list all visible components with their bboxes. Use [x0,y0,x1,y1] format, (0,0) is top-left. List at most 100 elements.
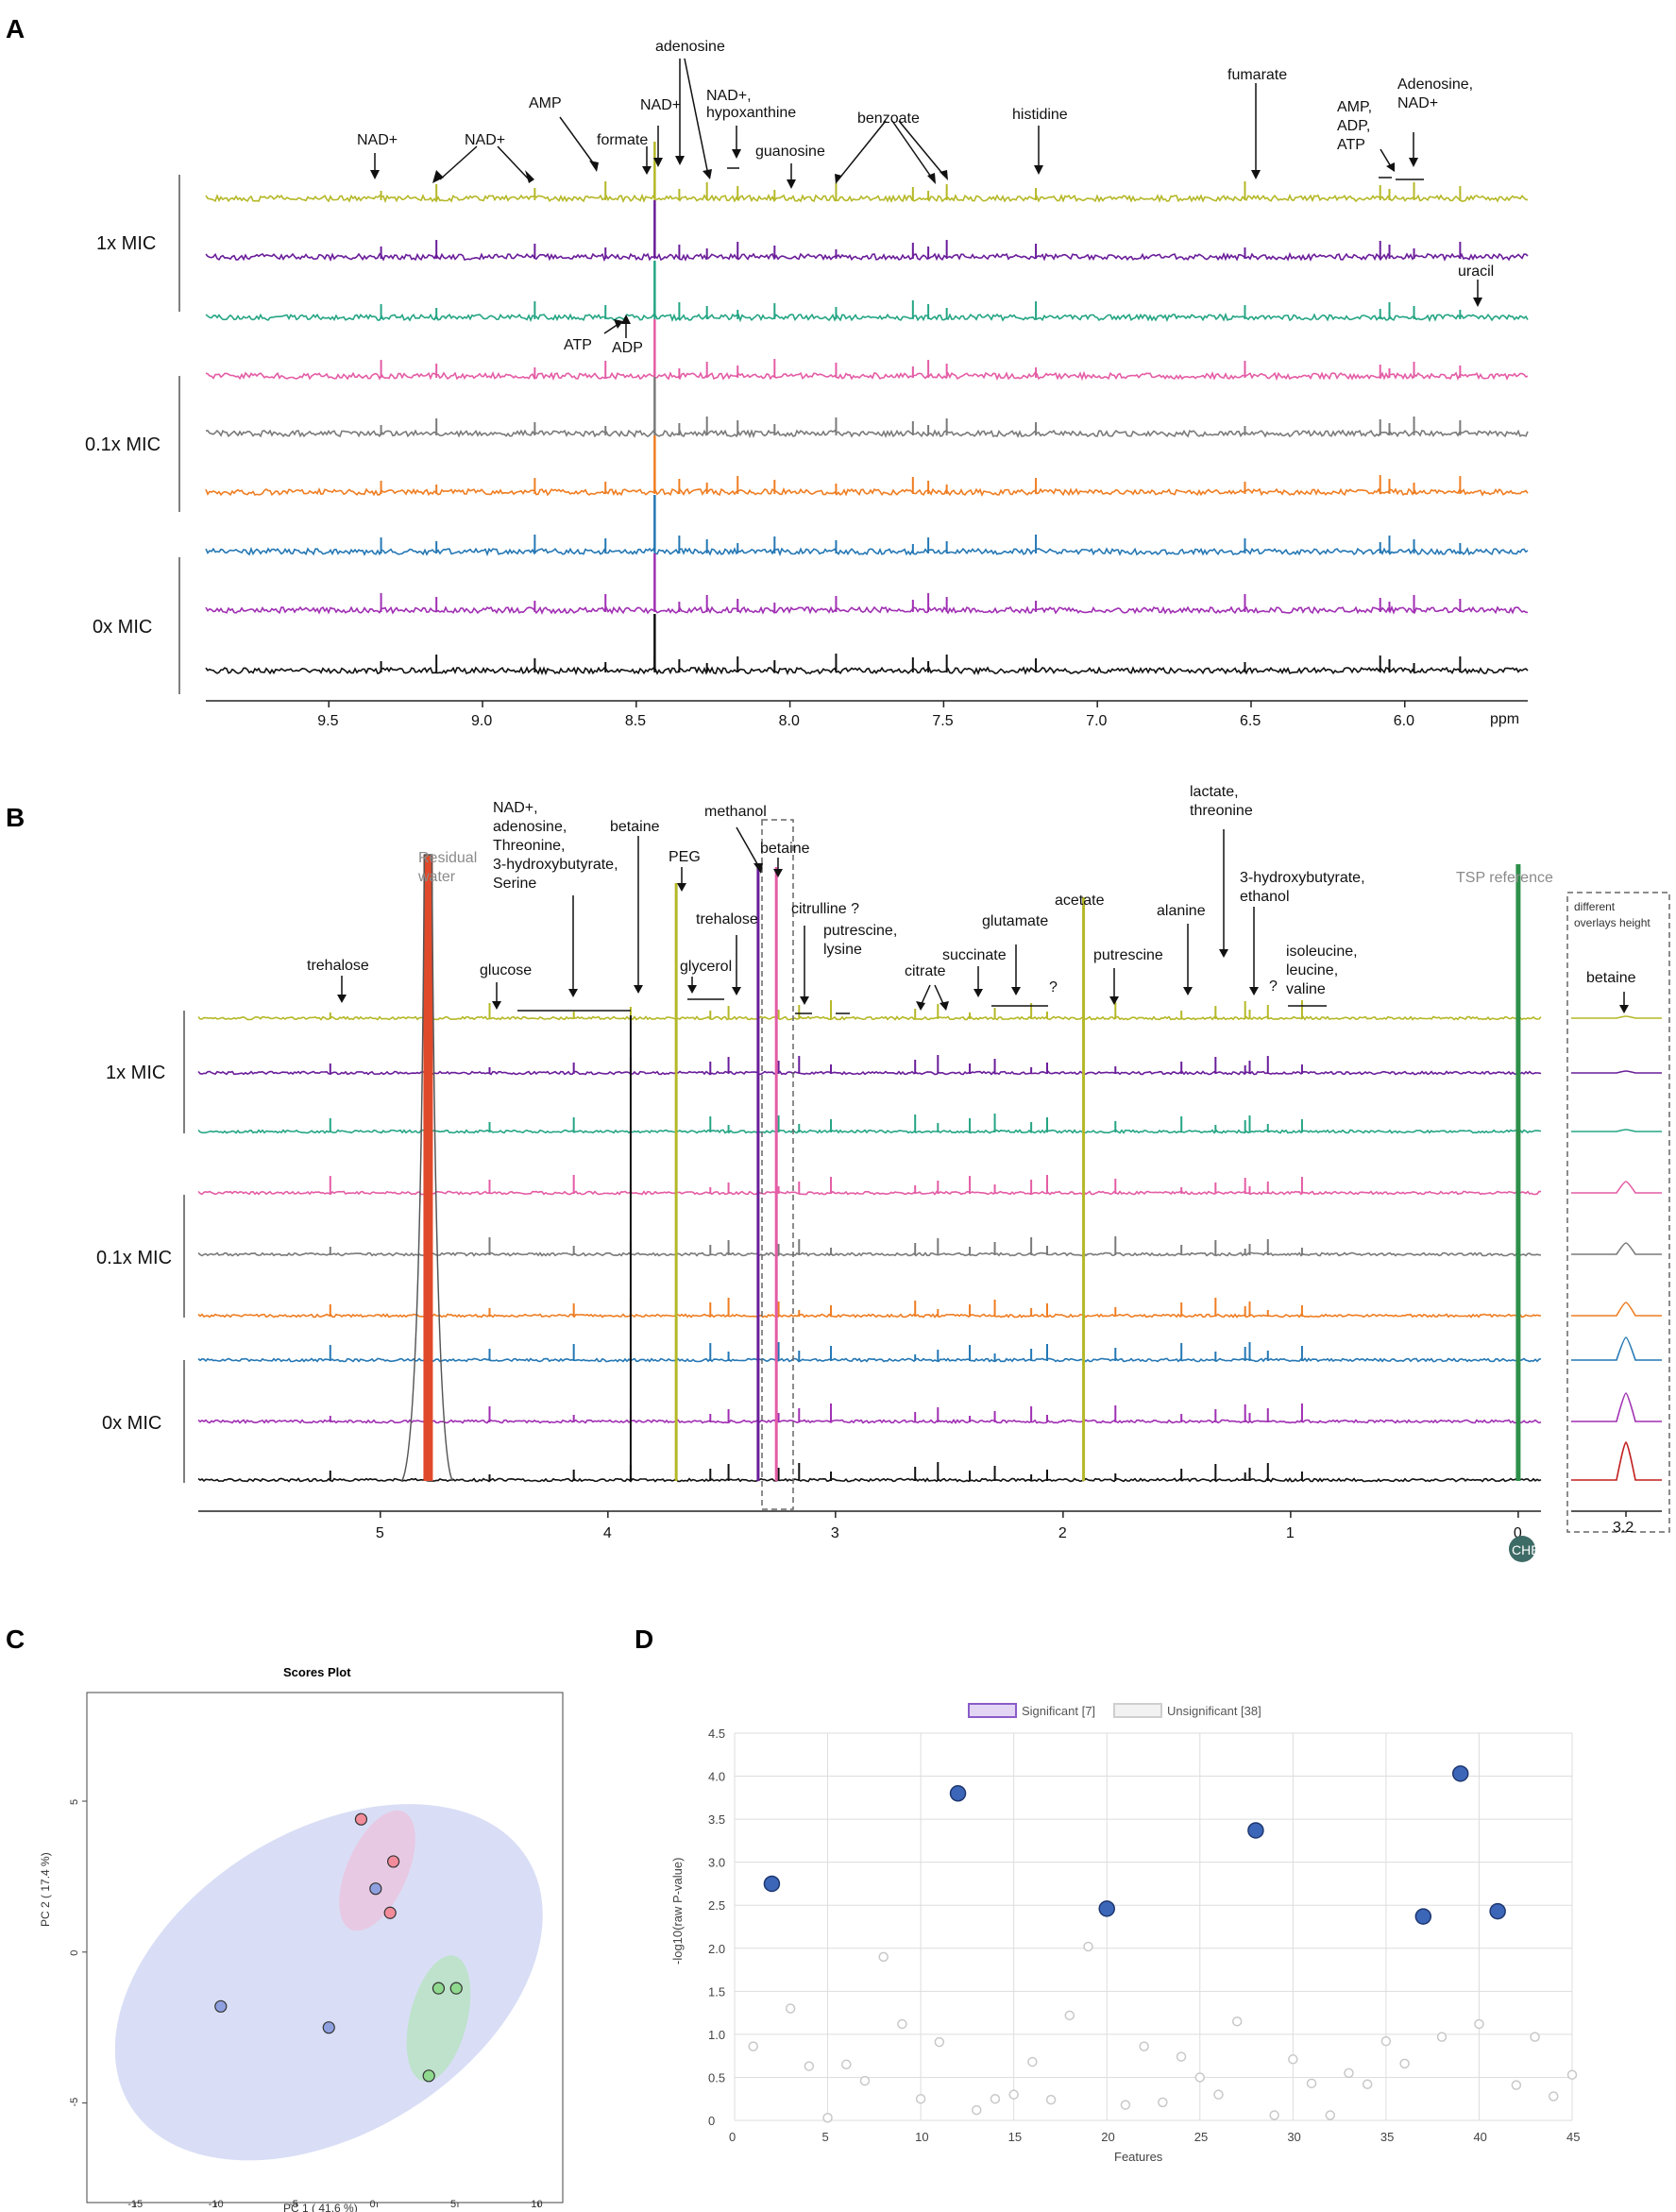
score-point[interactable] [387,1855,400,1868]
unsignificant-point[interactable] [915,2093,926,2104]
spectrum-trace [197,1477,1542,1483]
x-tick-label: -5 [289,2199,298,2210]
x-tick-label: 5 [376,1525,384,1541]
unsignificant-point[interactable] [1083,1941,1093,1952]
inset-trace [1571,1392,1662,1422]
inset-trace [1571,1441,1662,1481]
unsignificant-point[interactable] [748,2041,758,2051]
inset-tick-label: 3.2 [1613,1520,1634,1536]
unsignificant-point[interactable] [934,2036,945,2048]
significant-point[interactable] [1414,1908,1432,1925]
annotation-label: lysine [823,942,862,958]
unsignificant-point[interactable] [822,2113,833,2123]
annotation-arrow [736,826,761,870]
x-tick-label: 2 [1058,1525,1067,1541]
unsignificant-point[interactable] [1436,2032,1447,2042]
score-point[interactable] [449,1982,463,1995]
spectrum-trace [205,429,1529,439]
score-point[interactable] [322,2021,335,2034]
annotation-label: ? [1269,978,1278,995]
unsignificant-point[interactable] [1064,2010,1075,2021]
score-point[interactable] [422,2069,435,2083]
unsignificant-point[interactable] [1474,2018,1484,2030]
unsignificant-point[interactable] [1325,2110,1336,2120]
unsignificant-point[interactable] [859,2075,871,2086]
unsignificant-point[interactable] [1549,2091,1559,2101]
annotation-label: NAD+ [465,132,505,148]
significant-point[interactable] [1098,1900,1115,1917]
unsignificant-point[interactable] [1362,2079,1373,2089]
unsignificant-point[interactable] [990,2093,1001,2104]
spectrum-trace [197,1070,1542,1076]
score-point[interactable] [432,1982,446,1995]
legend-swatch-significant[interactable] [968,1703,1017,1718]
annotation-label: 3-hydroxybutyrate, [493,857,618,873]
unsignificant-point[interactable] [1158,2097,1168,2108]
annotation-arrow-head [1619,1005,1629,1013]
unsignificant-point[interactable] [1511,2080,1522,2090]
unsignificant-point[interactable] [1027,2056,1038,2067]
annotation-arrow [838,120,887,180]
panel-letter-b: B [6,803,25,832]
unsignificant-point[interactable] [1530,2032,1540,2042]
annotation-label: isoleucine, [1286,944,1358,960]
unsignificant-point[interactable] [785,2003,796,2014]
score-point[interactable] [369,1882,382,1896]
legend-swatch-unsignificant[interactable] [1113,1703,1162,1718]
significant-point[interactable] [1489,1902,1506,1920]
unsignificant-point[interactable] [1269,2110,1279,2120]
significant-point[interactable] [1451,1765,1469,1782]
score-point[interactable] [214,1999,228,2013]
inset-trace [1571,1181,1662,1194]
x-tick-label: 0 [729,2130,736,2144]
annotation-label: ATP [564,337,592,353]
unsignificant-point[interactable] [1231,2016,1243,2027]
score-point[interactable] [354,1812,368,1826]
unsignificant-point[interactable] [1213,2089,1224,2100]
grid: 0 0.5 1.0 1.5 2.0 2.5 3.0 3.5 4.0 4.5 0 5 10 15 20 25 30… [708,1727,1580,2144]
score-point[interactable] [383,1906,397,1919]
unsignificant-point[interactable] [1120,2100,1131,2110]
x-tick-label: 5 [822,2130,829,2144]
unsignificant-point[interactable] [897,2018,907,2030]
significant-point[interactable] [763,1875,781,1893]
unsignificant-point[interactable] [1288,2054,1298,2065]
unsignificant-point[interactable] [1045,2094,1057,2105]
unsignificant-point[interactable] [804,2061,815,2071]
x-axis-ticks: 9.5 9.0 8.5 8.0 7.5 7.0 6.5 6.0 [317,701,1414,729]
unsignificant-point[interactable] [1139,2041,1149,2051]
significant-point[interactable] [1247,1822,1264,1839]
x-tick-label: 10 [915,2130,928,2144]
unsignificant-point[interactable] [1176,2051,1187,2062]
legend-label: Significant [7] [1022,1704,1095,1718]
unsignificant-point[interactable] [841,2059,852,2070]
chart-title: Scores Plot [283,1665,351,1679]
annotation-label: adenosine, [493,819,567,835]
unsignificant-point[interactable] [1306,2078,1317,2089]
group-label: 0.1x MIC [85,434,161,455]
unsignificant-point[interactable] [1566,2069,1578,2080]
unsignificant-point[interactable] [1399,2058,1410,2069]
unsignificant-point[interactable] [878,1951,889,1963]
y-tick-label: 3.0 [708,1856,725,1870]
unsignificant-point[interactable] [1380,2035,1392,2047]
peak-annotation-heads [370,149,1482,329]
unsignificant-point[interactable] [971,2104,982,2116]
inset-note: different [1574,900,1616,913]
significant-point[interactable] [949,1785,967,1802]
spectrum-trace [205,546,1529,557]
annotation-label: uracil [1458,264,1494,280]
y-tick-label: 0 [69,1950,80,1956]
annotation-label: AMP, [1337,99,1372,115]
unsignificant-point[interactable] [1194,2072,1206,2083]
unsignificant-point[interactable] [1008,2089,1019,2100]
peak-annotation-heads [337,863,1259,1011]
y-tick-label: 4.0 [708,1770,725,1784]
inset-note: overlays height [1574,916,1651,929]
spectrum-trace [197,1190,1542,1196]
x-tick-label: 5 [450,2199,456,2210]
spectrum-trace [205,251,1529,263]
annotation-arrow [559,116,596,166]
unsignificant-point[interactable] [1344,2067,1354,2079]
